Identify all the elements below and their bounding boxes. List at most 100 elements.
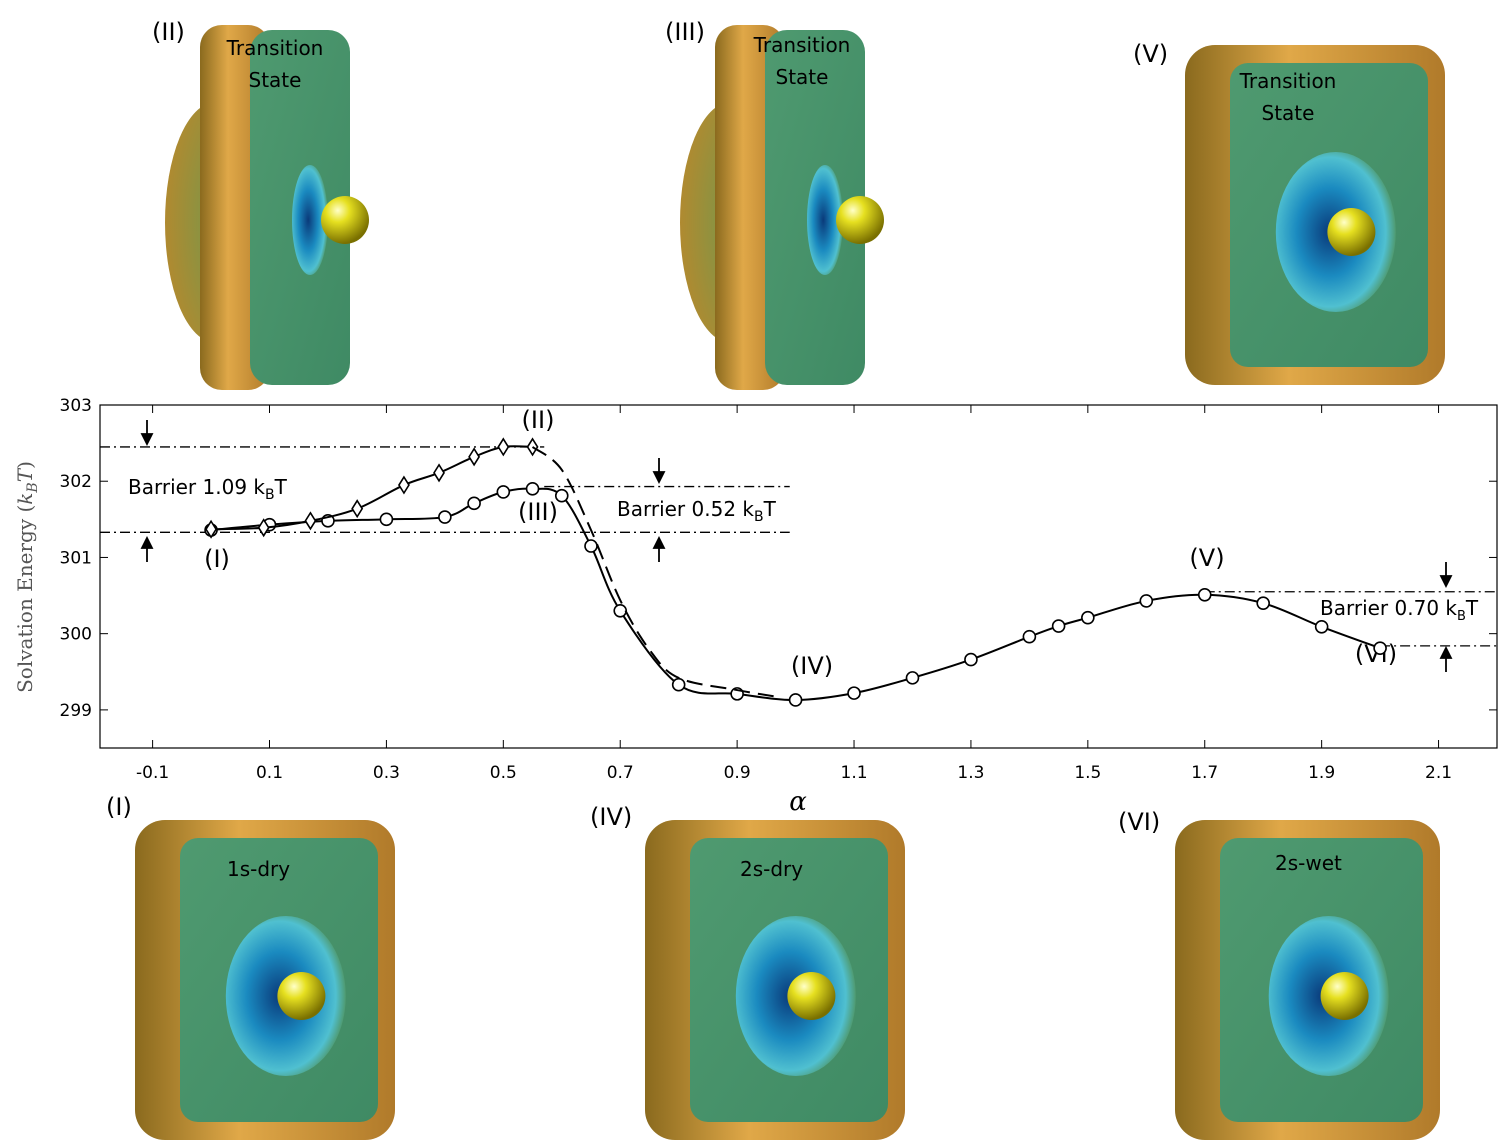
marker — [1082, 612, 1094, 624]
marker — [352, 501, 362, 517]
ion — [787, 972, 835, 1020]
annotation-sub: B — [1457, 609, 1466, 624]
x-tick-label: 1.3 — [957, 763, 984, 783]
marker — [1140, 595, 1152, 607]
marker — [497, 486, 509, 498]
marker — [1053, 620, 1065, 632]
ion — [1321, 972, 1369, 1020]
panel-label: (V) — [1133, 40, 1168, 68]
panel-caption: 1s-dry — [227, 857, 290, 881]
y-label-math: k — [13, 493, 37, 505]
marker — [614, 605, 626, 617]
marker — [1374, 642, 1386, 654]
annotation-text: Barrier 1.09 k — [128, 475, 265, 499]
y-tick-label: 300 — [60, 625, 92, 645]
panel-caption: State — [776, 65, 829, 89]
x-tick-label: 0.5 — [490, 763, 517, 783]
annotation-text: Barrier 0.52 k — [617, 497, 754, 521]
surface-panel: (V) Transition State — [1133, 40, 1445, 385]
panel-caption: State — [249, 68, 302, 92]
annotation-sub: B — [754, 509, 764, 525]
barrier-annotation: Barrier 0.52 kBT — [617, 497, 777, 525]
x-tick-label: 2.1 — [1425, 763, 1452, 783]
barrier-arrows — [142, 420, 1451, 672]
page: {"chart_data": {"type": "line", "xlabel"… — [0, 0, 1501, 1146]
marker — [305, 513, 315, 529]
panel-label: (VI) — [1118, 808, 1160, 836]
x-tick-label: 0.3 — [373, 763, 400, 783]
x-tick-label: 0.9 — [724, 763, 751, 783]
y-label-text: Solvation Energy ( — [13, 505, 37, 693]
marker — [469, 449, 479, 465]
ion — [321, 196, 369, 244]
x-axis-label: α — [789, 787, 807, 817]
y-label-text: ) — [13, 461, 37, 469]
x-tick-label: 1.1 — [841, 763, 868, 783]
marker — [380, 513, 392, 525]
panels: (II)TransitionState(III)TransitionState(… — [106, 18, 1445, 1140]
x-tick-label: -0.1 — [136, 763, 169, 783]
x-tick-label: 0.1 — [256, 763, 283, 783]
panel-caption: Transition — [226, 36, 324, 60]
surface-panel: (IV) 2s-dry — [590, 803, 905, 1140]
y-tick-label: 301 — [60, 548, 92, 568]
chart: α Solvation Energy (kBT) (I) (II) (III) … — [13, 396, 1497, 817]
barrier-annotation: Barrier 0.70 kBT — [1320, 596, 1479, 624]
x-tick-label: 0.7 — [607, 763, 634, 783]
point-label: (II) — [522, 406, 555, 434]
y-label-sub: B — [25, 482, 41, 493]
surface-panel: (I) 1s-dry — [106, 793, 395, 1140]
point-label: (I) — [204, 545, 230, 573]
marker — [468, 497, 480, 509]
surface-panel: (VI) 2s-wet — [1118, 808, 1440, 1140]
marker — [906, 672, 918, 684]
point-label: (IV) — [791, 652, 833, 680]
panel-caption: 2s-wet — [1275, 851, 1342, 875]
annotation-text: T — [274, 475, 288, 499]
series-line — [533, 447, 778, 697]
y-tick-label: 299 — [60, 701, 92, 721]
barrier-annotation: Barrier 1.09 kBT — [128, 475, 288, 503]
marker — [498, 439, 508, 455]
panel-caption: Transition — [1239, 69, 1337, 93]
y-axis-label: Solvation Energy (kBT) — [13, 461, 41, 693]
point-label: (V) — [1189, 544, 1224, 572]
marker — [434, 465, 444, 481]
panel-label: (I) — [106, 793, 132, 821]
y-tick-label: 303 — [60, 396, 92, 416]
marker — [965, 654, 977, 666]
annotation-sub: B — [265, 487, 275, 503]
x-tick-label: 1.7 — [1191, 763, 1218, 783]
annotation-text: T — [763, 497, 777, 521]
surface-panel: (III) Transition State — [665, 18, 884, 390]
ion — [836, 196, 884, 244]
panel-label: (IV) — [590, 803, 632, 831]
annotation-text: T — [1465, 596, 1479, 620]
figure: (II)TransitionState(III)TransitionState(… — [0, 0, 1501, 1146]
x-tick-label: 1.9 — [1308, 763, 1335, 783]
marker — [585, 540, 597, 552]
panel-caption: Transition — [753, 33, 851, 57]
marker — [399, 477, 409, 493]
panel-label: (II) — [152, 18, 185, 46]
ion — [1327, 208, 1375, 256]
x-tick-label: 1.5 — [1074, 763, 1101, 783]
marker — [1257, 597, 1269, 609]
panel-label: (III) — [665, 18, 705, 46]
marker — [1199, 589, 1211, 601]
marker — [556, 490, 568, 502]
annotation-text: Barrier 0.70 k — [1320, 596, 1457, 620]
marker — [848, 687, 860, 699]
point-label: (III) — [518, 498, 558, 526]
marker — [439, 511, 451, 523]
marker — [1316, 621, 1328, 633]
marker — [790, 694, 802, 706]
y-tick-label: 302 — [60, 472, 92, 492]
panel-caption: 2s-dry — [740, 857, 803, 881]
marker — [527, 483, 539, 495]
marker — [1023, 631, 1035, 643]
marker — [673, 679, 685, 691]
surface-panel: (II) Transition State — [152, 18, 369, 390]
ion — [277, 972, 325, 1020]
panel-caption: State — [1262, 101, 1315, 125]
